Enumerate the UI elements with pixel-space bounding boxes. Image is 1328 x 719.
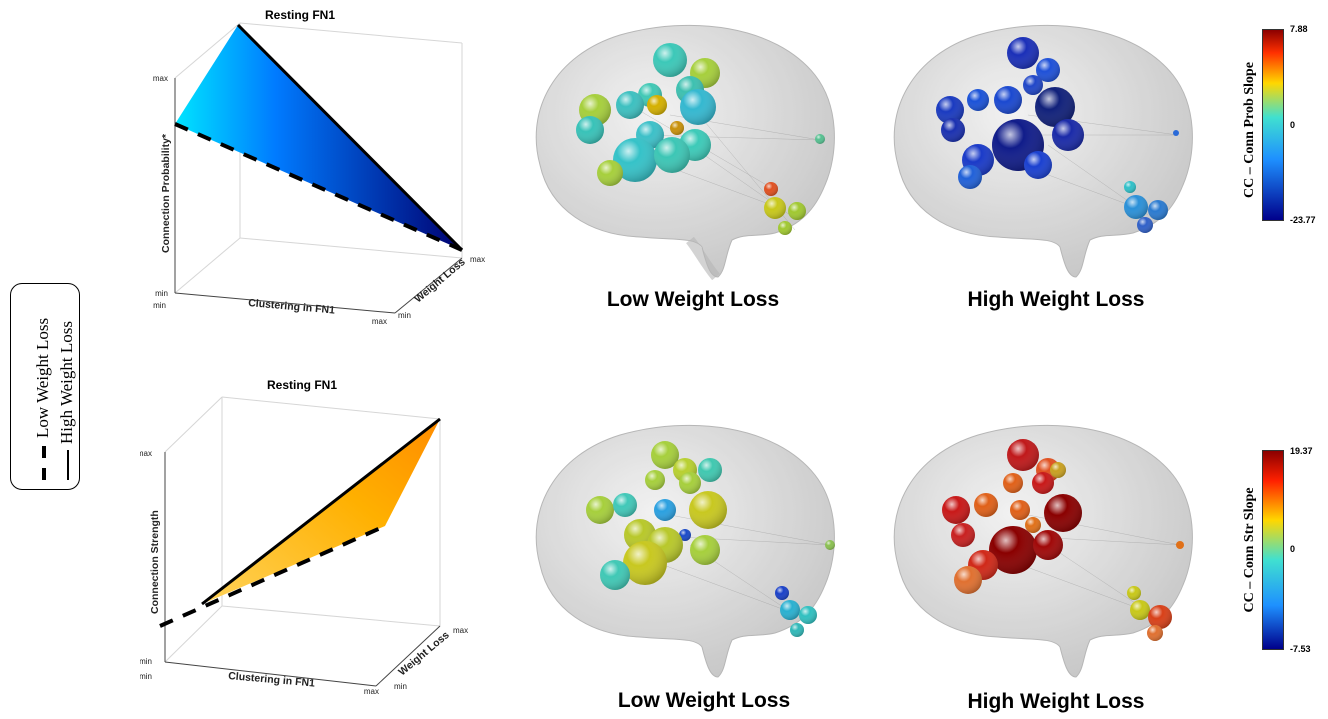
line-style-legend: Low Weight Loss High Weight Loss	[10, 283, 80, 490]
node-spheres	[942, 439, 1184, 641]
node-spheres	[586, 441, 835, 637]
brain-top-low	[520, 15, 850, 285]
legend-high-label: High Weight Loss	[57, 321, 76, 444]
x-tick-max: max	[364, 687, 379, 696]
z-tick-min: min	[155, 289, 168, 298]
high-weight-loss-line	[201, 417, 441, 606]
plot-frame	[164, 396, 441, 663]
caption-bottom-high: High Weight Loss	[967, 690, 1145, 713]
brain-bottom-high	[878, 415, 1208, 685]
colorbar-min: -23.77	[1290, 215, 1316, 225]
colorbar-label: CC – Conn Prob Slope	[1242, 62, 1257, 198]
z-tick-max: max	[153, 74, 168, 83]
plot-title: Resting FN1	[267, 378, 337, 392]
brain-outline	[535, 424, 835, 678]
node-spheres	[576, 43, 825, 235]
colorbar-max: 19.37	[1290, 446, 1313, 456]
colorbar-max: 7.88	[1290, 24, 1308, 34]
legend-low-label: Low Weight Loss	[33, 317, 52, 438]
colorbar-min: -7.53	[1290, 644, 1311, 654]
y-tick-max: max	[453, 626, 468, 635]
low-weight-loss-line	[174, 122, 463, 252]
y-tick-min: min	[394, 682, 407, 691]
x-tick-max: max	[372, 317, 387, 326]
caption-top-high: High Weight Loss	[967, 288, 1145, 311]
legend-entry-low: Low Weight Loss	[33, 318, 53, 480]
x-axis-label: Clustering in FN1	[228, 670, 316, 690]
brain-outline	[893, 24, 1193, 278]
plot-title: Resting FN1	[265, 8, 335, 22]
dashed-line-icon	[42, 444, 47, 480]
legend-entry-high: High Weight Loss	[57, 321, 77, 480]
x-tick-min: min	[140, 672, 152, 681]
y-tick-min: min	[398, 311, 411, 320]
y-tick-max: max	[470, 255, 485, 264]
caption-bottom-low: Low Weight Loss	[617, 689, 791, 712]
colorbar-gradient	[1262, 29, 1284, 221]
z-axis-label: Connection Probability*	[160, 133, 172, 253]
low-weight-loss-line	[159, 524, 386, 628]
brain-bottom-low	[520, 415, 850, 685]
x-tick-min: min	[153, 301, 166, 310]
plot-connection-strength: Resting FN1 max min min max min max Conn…	[140, 374, 500, 704]
caption-top-low: Low Weight Loss	[606, 288, 780, 311]
y-axis-label: Weight Loss	[396, 629, 452, 678]
colorbar-gradient	[1262, 450, 1284, 650]
z-tick-min: min	[140, 657, 152, 666]
solid-line-icon	[67, 450, 70, 480]
high-weight-loss-line	[236, 23, 464, 252]
plot-connection-probability: Resting FN1 max min min max min max Conn…	[140, 0, 500, 330]
node-spheres	[936, 37, 1179, 233]
x-axis-label: Clustering in FN1	[248, 297, 336, 317]
z-tick-max: max	[140, 449, 152, 458]
brain-top-high	[878, 15, 1208, 285]
y-axis-label: Weight Loss	[412, 256, 468, 305]
colorbar-label: CC – Conn Str Slope	[1242, 487, 1257, 613]
colorbar-zero: 0	[1290, 120, 1296, 130]
surface-fill	[175, 25, 462, 250]
z-axis-label: Connection Strength	[149, 510, 161, 614]
colorbar-zero: 0	[1290, 544, 1296, 554]
